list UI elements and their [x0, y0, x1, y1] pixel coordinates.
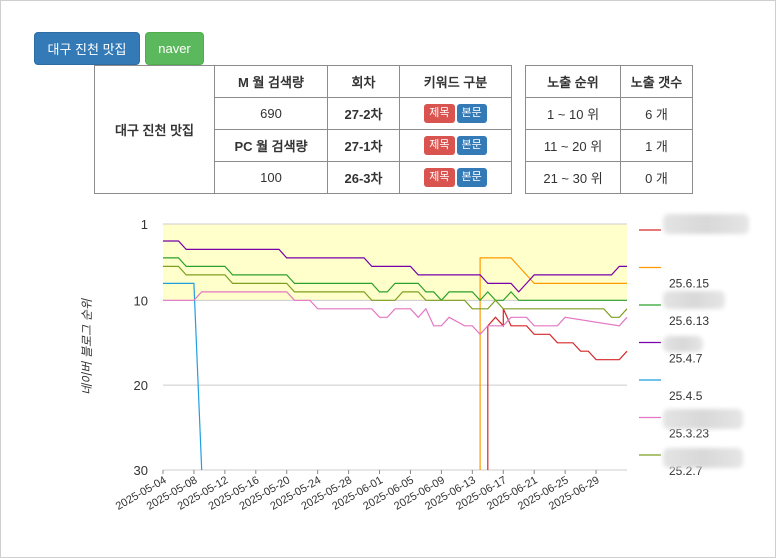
series-line-1	[479, 257, 627, 470]
keyword-type-cell: 제목 본문	[399, 97, 512, 130]
header-mobile-volume: M 월 검색량	[214, 65, 328, 98]
body-tag[interactable]: 본문	[456, 168, 487, 187]
body-tag[interactable]: 본문	[456, 104, 487, 123]
rank-count: 0 개	[620, 161, 693, 194]
rank-count: 1 개	[620, 129, 693, 162]
header-round: 회차	[327, 65, 400, 98]
series-line-6	[163, 265, 628, 318]
legend-label: 25.4.5	[669, 389, 703, 403]
y-tick-label: 30	[134, 463, 148, 478]
y-tick-label: 1	[141, 217, 148, 232]
title-tag[interactable]: 제목	[424, 136, 455, 155]
header-count: 노출 갯수	[620, 65, 693, 98]
table-row: PC 월 검색량 27-1차 제목 본문 11 ~ 20 위 1 개	[95, 129, 693, 162]
naver-button[interactable]: naver	[145, 32, 204, 65]
keyword-cell: 대구 진천 맛집	[94, 65, 215, 194]
table-gap	[511, 97, 526, 130]
series-line-3	[163, 240, 627, 293]
legend-label: 25.6.13	[669, 314, 709, 328]
title-tag[interactable]: 제목	[424, 168, 455, 187]
keyword-stats-table: 대구 진천 맛집 M 월 검색량 회차 키워드 구분 노출 순위 노출 갯수 6…	[94, 65, 693, 194]
y-tick-label: 10	[134, 293, 148, 308]
round-value: 26-3차	[327, 161, 400, 194]
title-tag[interactable]: 제목	[424, 104, 455, 123]
series-line-4	[163, 282, 203, 471]
redacted-label	[663, 448, 743, 468]
rank-count: 6 개	[620, 97, 693, 130]
table-row: 690 27-2차 제목 본문 1 ~ 10 위 6 개	[95, 97, 693, 130]
header-keyword-type: 키워드 구분	[399, 65, 512, 98]
rank-range: 1 ~ 10 위	[525, 97, 621, 130]
table-gap	[511, 129, 526, 162]
header-rank: 노출 순위	[525, 65, 621, 98]
redacted-label	[663, 409, 743, 429]
pc-volume-label: PC 월 검색량	[214, 129, 328, 162]
redacted-label	[663, 214, 749, 234]
legend-label: 25.3.23	[669, 427, 709, 441]
rank-range: 21 ~ 30 위	[525, 161, 621, 194]
series-line-5	[163, 291, 628, 336]
rank-range: 11 ~ 20 위	[525, 129, 621, 162]
mobile-volume-value: 690	[214, 97, 328, 130]
redacted-label	[663, 291, 725, 309]
legend-label: 25.4.7	[669, 352, 703, 366]
keyword-type-cell: 제목 본문	[399, 129, 512, 162]
top10-band	[163, 224, 627, 301]
redacted-label	[663, 336, 703, 352]
table-gap	[511, 161, 526, 194]
y-axis-title: 네이버 블로그 순위	[80, 298, 94, 395]
keyword-type-cell: 제목 본문	[399, 161, 512, 194]
table-row: 100 26-3차 제목 본문 21 ~ 30 위 0 개	[95, 161, 693, 194]
series-line-2	[163, 257, 627, 302]
table-gap	[511, 65, 526, 98]
body-tag[interactable]: 본문	[456, 136, 487, 155]
y-tick-label: 20	[134, 378, 148, 393]
round-value: 27-2차	[327, 97, 400, 130]
legend-label: 25.6.15	[669, 277, 709, 291]
pc-volume-value: 100	[214, 161, 328, 194]
series-line-0	[487, 308, 628, 470]
keyword-button[interactable]: 대구 진천 맛집	[34, 32, 140, 65]
round-value: 27-1차	[327, 129, 400, 162]
